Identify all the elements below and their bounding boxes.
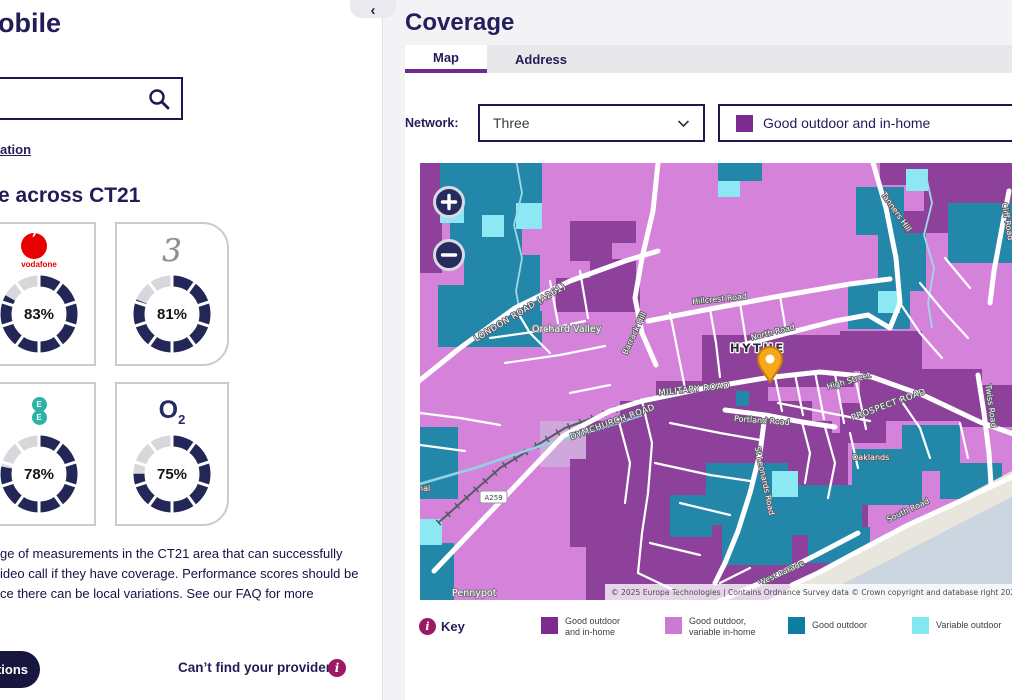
- ee-score: 78%: [23, 465, 55, 483]
- svg-text:Oaklands: Oaklands: [852, 453, 889, 462]
- three-logo: 3: [162, 233, 182, 269]
- key-info-icon[interactable]: i: [419, 618, 436, 635]
- location-pin-icon: [756, 346, 784, 384]
- provider-info-icon[interactable]: i: [328, 659, 346, 677]
- page-title: obile: [0, 8, 62, 38]
- key-item-variable-outdoor: Variable outdoor: [912, 613, 1001, 634]
- vodafone-logo: ’ vodafone: [21, 229, 57, 269]
- provider-card-o2[interactable]: O2 75%: [115, 382, 229, 526]
- three-score: 81%: [156, 305, 188, 323]
- ee-score-ring: 78%: [0, 432, 81, 516]
- o2-score-ring: 75%: [130, 432, 214, 516]
- key-swatch-good-outdoor: [788, 617, 805, 634]
- zoom-in-button[interactable]: [433, 186, 465, 218]
- svg-text:Orchard Valley: Orchard Valley: [532, 324, 602, 335]
- o2-score: 75%: [156, 465, 188, 483]
- zoom-out-button[interactable]: [433, 239, 465, 271]
- section-heading: e across CT21: [0, 184, 141, 207]
- tab-map[interactable]: Map: [405, 45, 487, 73]
- key-label: Key: [441, 619, 465, 634]
- coverage-filter-swatch: [736, 114, 753, 132]
- search-input[interactable]: [6, 83, 146, 114]
- coverage-filter-select[interactable]: Good outdoor and in-home: [718, 104, 1012, 142]
- key-swatch-good-variable: [665, 617, 682, 634]
- main-roads: [420, 163, 1012, 600]
- svg-text:© 2025 Europa Technologies | C: © 2025 Europa Technologies | Contains Or…: [611, 588, 1012, 597]
- collapse-panel-button[interactable]: ‹: [350, 0, 396, 18]
- use-location-link[interactable]: ation: [0, 142, 32, 157]
- svg-text:Portland Road: Portland Road: [734, 414, 790, 427]
- minor-roads: [420, 256, 972, 595]
- key-item-good-outdoor: Good outdoor: [788, 613, 867, 634]
- coverage-tabs: Map Address: [405, 45, 1012, 73]
- provider-card-vodafone[interactable]: ’ vodafone 83%: [0, 222, 96, 366]
- vodafone-score-ring: 83%: [0, 272, 81, 356]
- key-item-good-variable: Good outdoor, variable in-home: [665, 613, 756, 637]
- network-label: Network:: [405, 116, 459, 130]
- vodafone-score: 83%: [23, 305, 55, 323]
- network-select[interactable]: Three: [478, 104, 705, 142]
- svg-text:A259: A259: [485, 494, 503, 502]
- chevron-down-icon: [677, 119, 690, 127]
- provider-card-three[interactable]: 3 81%: [115, 222, 229, 366]
- tab-address[interactable]: Address: [514, 51, 568, 67]
- key-item-good-inhome: Good outdoor and in-home: [541, 613, 620, 637]
- coverage-map[interactable]: LONDON ROAD (A261) Barrack Hill Hillcres…: [420, 163, 1012, 600]
- coverage-title: Coverage: [405, 9, 515, 36]
- provider-question: Can’t find your provider?: [178, 660, 340, 675]
- postcode-search-box: [0, 77, 183, 120]
- key-swatch-good-inhome: [541, 617, 558, 634]
- providers-panel: obile ation e across CT21 ’ vodafone 83%…: [0, 0, 383, 700]
- svg-text:Pennypot: Pennypot: [452, 588, 497, 599]
- provider-card-ee[interactable]: E E 78%: [0, 382, 96, 526]
- predictions-button[interactable]: tions: [0, 651, 40, 688]
- key-swatch-variable-outdoor: [912, 617, 929, 634]
- a259-road-shield: A259: [479, 490, 508, 504]
- o2-logo: O2: [158, 395, 186, 427]
- network-value: Three: [493, 115, 530, 131]
- three-score-ring: 81%: [130, 272, 214, 356]
- sea: [812, 497, 1012, 600]
- svg-text:nal: nal: [420, 484, 430, 493]
- search-icon[interactable]: [147, 87, 171, 111]
- coverage-filter-value: Good outdoor and in-home: [763, 115, 931, 131]
- coverage-map-canvas[interactable]: LONDON ROAD (A261) Barrack Hill Hillcres…: [420, 163, 1012, 600]
- methodology-text: ge of measurements in the CT21 area that…: [0, 546, 359, 601]
- ee-logo: E E: [0, 390, 94, 432]
- map-key: i Key Good outdoor and in-home Good outd…: [405, 608, 1012, 648]
- map-attribution: © 2025 Europa Technologies | Contains Or…: [605, 584, 1012, 600]
